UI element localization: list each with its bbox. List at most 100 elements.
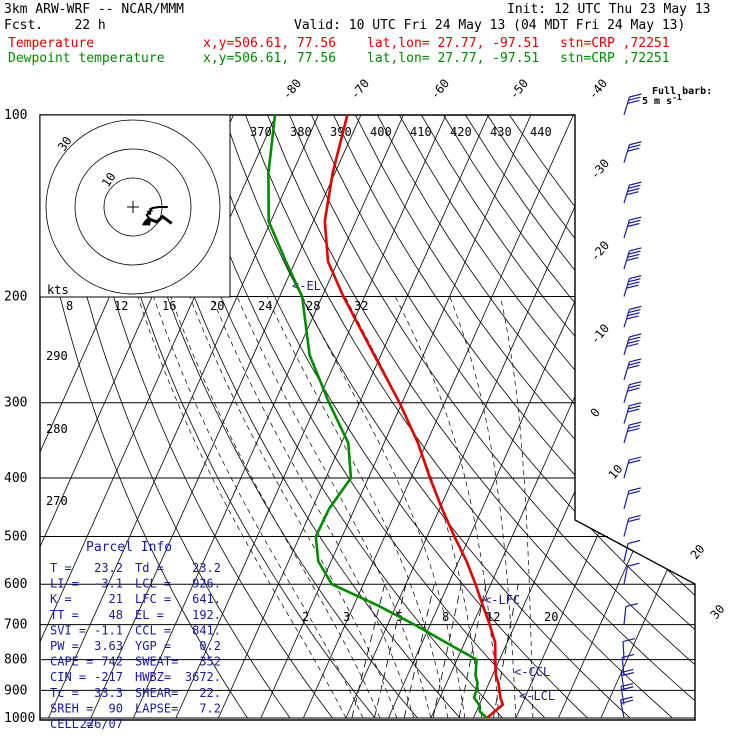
wind-barb-flag xyxy=(621,668,634,673)
theta-label: 380 xyxy=(290,125,312,139)
wind-barb-flag xyxy=(629,93,642,98)
parcel-info-cell: 742 xyxy=(101,655,123,669)
parcel-info-cell: SWEAT= xyxy=(135,655,178,669)
hodograph-ring xyxy=(74,148,192,266)
wind-barb-flag xyxy=(621,672,634,677)
dry-adiabat-line xyxy=(311,115,695,719)
isotherm-line xyxy=(40,115,277,719)
parcel-info-cell: 90 xyxy=(109,701,123,715)
dry-adiabat-line xyxy=(355,115,695,719)
barb-legend-full-barb: Full barb: xyxy=(652,86,712,97)
wind-barb-flag xyxy=(626,256,639,262)
wind-barb-flag xyxy=(629,274,642,280)
forecast-hour: Fcst. 22 h xyxy=(4,18,106,33)
hodograph-trace-upper xyxy=(141,214,173,226)
theta-label: 400 xyxy=(370,125,392,139)
isotherm-label: 10 xyxy=(606,462,626,482)
wind-barb-flag xyxy=(629,421,642,426)
wind-barb xyxy=(623,274,642,297)
parcel-info-cell: 3.63 xyxy=(94,639,123,653)
moist-adiabat-line xyxy=(170,296,381,719)
wind-barb xyxy=(623,402,642,424)
theta-label: 370 xyxy=(250,125,272,139)
temperature-legend: Temperature xyxy=(8,36,95,51)
valid-time: Valid: 10 UTC Fri 24 May 13 (04 MDT Fri … xyxy=(294,18,686,33)
parcel-info-cell: Td = xyxy=(135,561,164,575)
parcel-info-cell: SVI = xyxy=(50,623,86,637)
wind-barb xyxy=(620,668,634,691)
wind-barb-flag xyxy=(626,284,639,289)
wind-barb xyxy=(623,358,642,381)
wind-barb xyxy=(623,305,642,328)
wind-barb-flag xyxy=(628,144,641,149)
parcel-info-cell: 7.2 xyxy=(199,701,221,715)
isotherm-line xyxy=(90,115,362,719)
mixing-ratio-line xyxy=(374,584,407,719)
temperature-xy: x,y=506.61, 77.56 xyxy=(203,36,337,51)
wind-barb-flag xyxy=(628,96,641,101)
moist-adiabat-line xyxy=(394,296,500,719)
isotherm-line xyxy=(388,115,659,719)
theta-label: 390 xyxy=(330,125,352,139)
wind-barb-flag xyxy=(627,147,640,152)
isotherm-line xyxy=(345,115,617,719)
moist-adiabat-line xyxy=(344,296,483,719)
mixing-ratio-line xyxy=(432,584,462,719)
parcel-info-cell: CELL = xyxy=(50,717,93,731)
hodograph-trace-lower xyxy=(145,206,168,220)
wind-barb-flag xyxy=(628,384,641,389)
parcel-info-cell: LCL = xyxy=(135,577,171,591)
wind-barb-flag xyxy=(628,424,641,429)
wind-barb-flag xyxy=(628,487,642,492)
wind-barb-flag xyxy=(628,514,641,520)
temperature-station: stn=CRP ,72251 xyxy=(560,36,670,51)
wind-barb xyxy=(623,141,642,163)
wind-barb xyxy=(623,216,642,239)
wind-barb-flag xyxy=(628,219,641,224)
wind-barb xyxy=(623,539,641,562)
wind-barb xyxy=(623,247,642,270)
wind-barb-flag xyxy=(626,191,639,196)
moist-adiabat-line xyxy=(153,296,364,719)
dry-adiabat-line xyxy=(289,115,695,719)
mixing-ratio-label: 2 xyxy=(302,610,309,624)
isotherm-label: -40 xyxy=(586,76,611,102)
dry-adiabat-line xyxy=(201,115,588,719)
parcel-info-cell: 0.2 xyxy=(199,639,221,653)
wind-barb-flag xyxy=(628,184,641,189)
pressure-tick-label: 100 xyxy=(4,108,27,123)
isotherm-line xyxy=(175,115,447,719)
wind-barb xyxy=(623,562,640,585)
wind-barb xyxy=(623,487,642,510)
parcel-info-cell: -1.1 xyxy=(94,623,123,637)
hodograph-units-label: kts xyxy=(47,283,69,297)
theta-side-label: 290 xyxy=(46,349,68,363)
plot-frame xyxy=(39,114,696,721)
dry-adiabat-line xyxy=(179,115,546,719)
hodograph-speed-label: 32 xyxy=(354,299,368,313)
isotherm-line xyxy=(430,115,695,719)
wind-barb-flag xyxy=(627,387,640,392)
wind-barb-flag xyxy=(628,250,641,255)
parcel-info-cell: HWBZ= xyxy=(135,670,171,684)
wind-barb xyxy=(623,93,642,116)
hodograph-ring-label: 10 xyxy=(99,170,119,190)
moist-adiabat-line xyxy=(499,296,534,719)
wind-barb-flag xyxy=(629,381,642,386)
dry-adiabat-line xyxy=(509,115,695,719)
dry-adiabat-line xyxy=(333,115,695,719)
isotherm-line xyxy=(600,115,695,719)
parcel-info-cell: EL = xyxy=(135,608,164,622)
wind-barb-flag xyxy=(628,405,641,410)
wind-barb xyxy=(623,333,642,356)
wind-barb-flag xyxy=(629,247,642,252)
wind-barb xyxy=(623,421,642,444)
dewpoint-station: stn=CRP ,72251 xyxy=(560,51,670,66)
parcel-info-cell: -217 xyxy=(94,670,123,684)
dry-adiabat-line xyxy=(69,115,333,719)
wind-barb xyxy=(620,682,634,705)
wind-barb-flag xyxy=(629,333,642,338)
hodograph-speed-label: 16 xyxy=(162,299,176,313)
parcel-info-cell: 192. xyxy=(192,608,221,622)
theta-label: 410 xyxy=(410,125,432,139)
